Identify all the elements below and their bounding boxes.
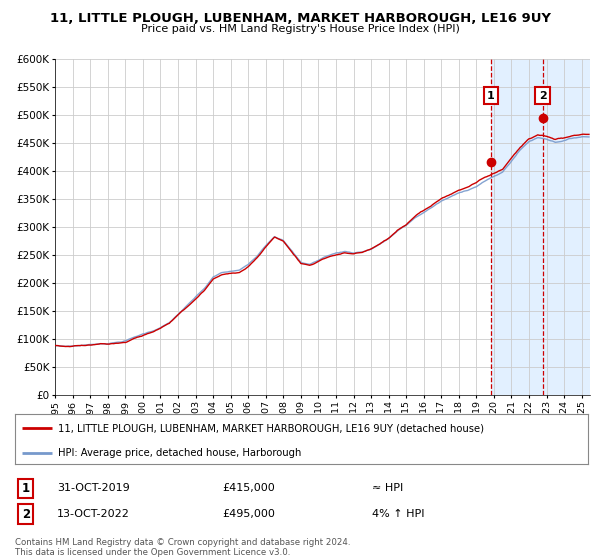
Text: 13-OCT-2022: 13-OCT-2022	[57, 509, 130, 519]
Text: £415,000: £415,000	[222, 483, 275, 493]
Bar	[491, 59, 590, 395]
Text: HPI: Average price, detached house, Harborough: HPI: Average price, detached house, Harb…	[58, 448, 301, 458]
Text: 1: 1	[487, 91, 495, 101]
Text: 2: 2	[22, 507, 30, 521]
Text: 2: 2	[539, 91, 547, 101]
Text: 4% ↑ HPI: 4% ↑ HPI	[372, 509, 425, 519]
Text: Contains HM Land Registry data © Crown copyright and database right 2024.
This d: Contains HM Land Registry data © Crown c…	[15, 538, 350, 557]
Text: 11, LITTLE PLOUGH, LUBENHAM, MARKET HARBOROUGH, LE16 9UY: 11, LITTLE PLOUGH, LUBENHAM, MARKET HARB…	[49, 12, 551, 25]
Text: ≈ HPI: ≈ HPI	[372, 483, 403, 493]
Text: Price paid vs. HM Land Registry's House Price Index (HPI): Price paid vs. HM Land Registry's House …	[140, 24, 460, 34]
Text: £495,000: £495,000	[222, 509, 275, 519]
Text: 11, LITTLE PLOUGH, LUBENHAM, MARKET HARBOROUGH, LE16 9UY (detached house): 11, LITTLE PLOUGH, LUBENHAM, MARKET HARB…	[58, 423, 484, 433]
Text: 1: 1	[22, 482, 30, 495]
Text: 31-OCT-2019: 31-OCT-2019	[57, 483, 130, 493]
